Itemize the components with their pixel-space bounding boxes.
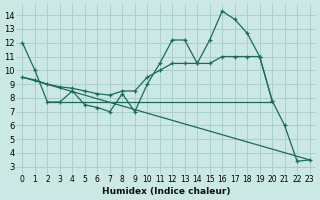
X-axis label: Humidex (Indice chaleur): Humidex (Indice chaleur) (102, 187, 230, 196)
